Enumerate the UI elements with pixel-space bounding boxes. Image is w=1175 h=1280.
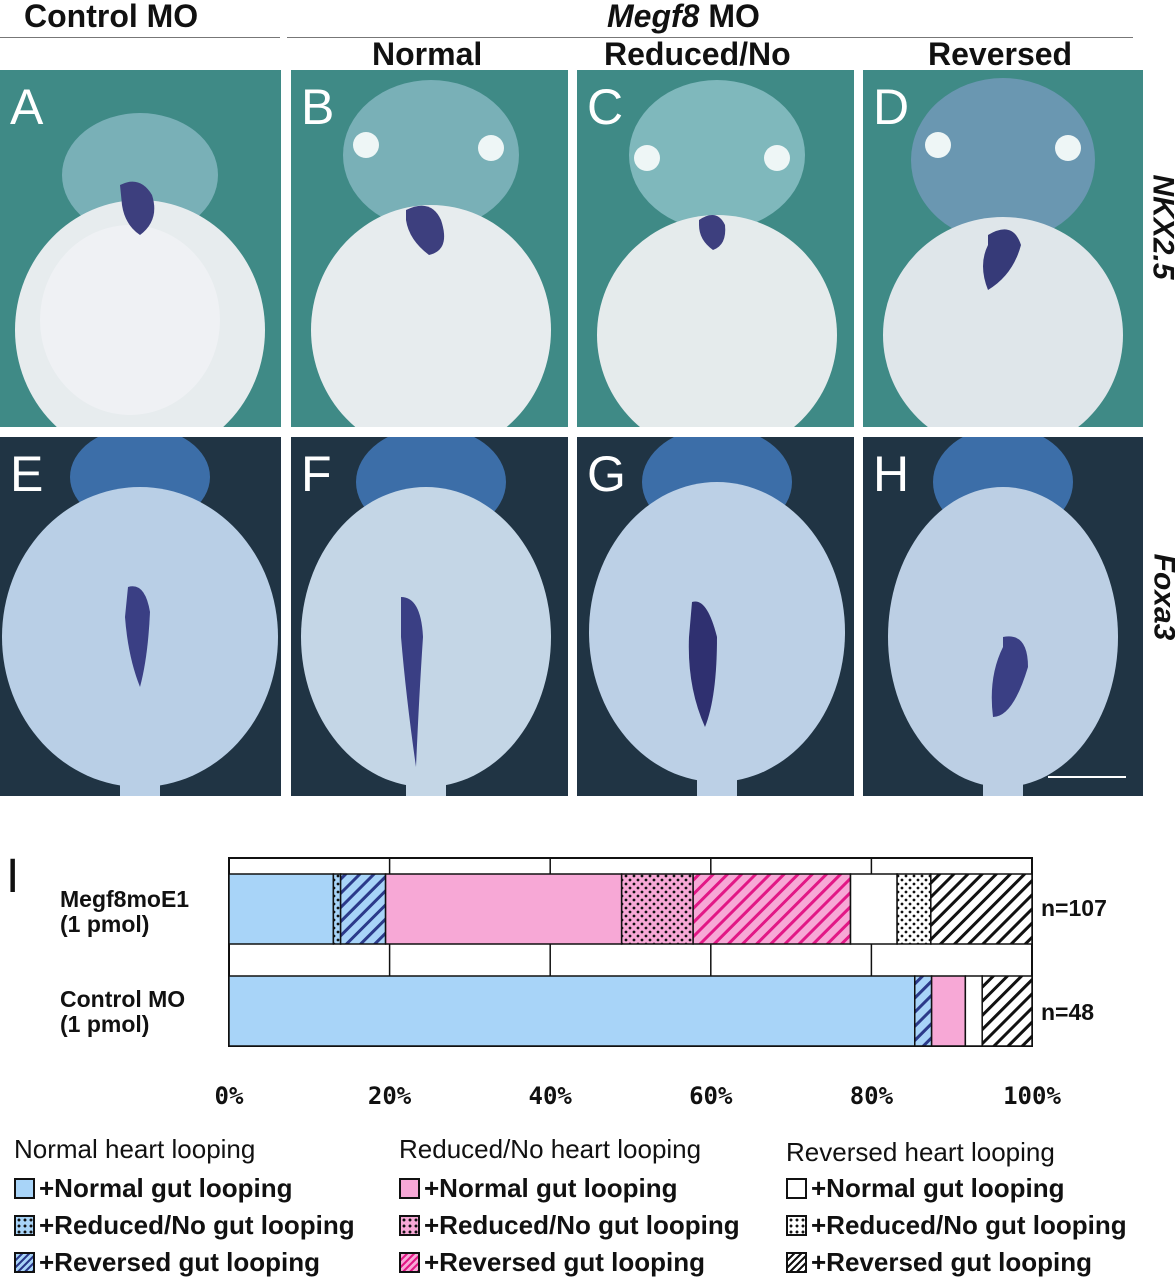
panel-a-embryo: A — [0, 70, 281, 427]
panel-label-h: H — [873, 446, 910, 502]
header-megf8-suffix: MO — [699, 0, 760, 34]
legend-item-label: +Reversed gut looping — [424, 1247, 705, 1277]
legend-item: +Reduced/No gut looping — [786, 1210, 1127, 1241]
legend-item-label: +Reversed gut looping — [39, 1247, 320, 1277]
embryo-image-d — [863, 70, 1143, 427]
header-megf8-gene: Megf8 — [607, 0, 700, 34]
legend-item-label: +Reversed gut looping — [811, 1247, 1092, 1277]
n-label-control: n=48 — [1041, 999, 1095, 1025]
panel-label-b: B — [301, 79, 335, 135]
legend-item: +Reduced/No gut looping — [399, 1210, 740, 1241]
bar-segment — [930, 873, 1033, 945]
bar-segment — [332, 873, 342, 945]
legend-item: +Reversed gut looping — [399, 1247, 705, 1278]
bar-segment — [339, 873, 387, 945]
panel-label-d: D — [873, 79, 910, 135]
legend-swatch — [786, 1215, 807, 1236]
header-reversed: Reversed — [928, 36, 1073, 72]
legend-swatch — [786, 1178, 807, 1199]
legend-item-label: +Reduced/No gut looping — [424, 1210, 740, 1240]
embryo-image-b — [291, 70, 568, 427]
legend-item-label: +Reduced/No gut looping — [39, 1210, 355, 1240]
x-tick-label: 0% — [215, 1082, 244, 1110]
legend-swatch — [14, 1252, 35, 1273]
bar-segment — [914, 975, 933, 1047]
chart-panel-label: I — [6, 850, 20, 903]
legend-item-label: +Reduced/No gut looping — [811, 1210, 1127, 1240]
x-tick-label: 60% — [689, 1082, 733, 1110]
gene-label-nkx25: NKX2.5 — [1146, 174, 1175, 280]
bar-segment — [620, 873, 694, 945]
x-tick-label: 80% — [850, 1082, 894, 1110]
legend-group-title: Reversed heart looping — [786, 1137, 1055, 1167]
panel-e-embryo: E — [0, 437, 281, 796]
legend-swatch — [14, 1215, 35, 1236]
legend-item: +Reversed gut looping — [14, 1247, 320, 1278]
panel-g-embryo: G — [577, 437, 854, 796]
legend-item: +Normal gut looping — [786, 1173, 1065, 1204]
legend-swatch — [399, 1252, 420, 1273]
panel-f-embryo: F — [291, 437, 568, 796]
category-label-control: Control MO (1 pmol) — [60, 987, 185, 1037]
panel-c-embryo: C — [577, 70, 854, 427]
category-label-control-line2: (1 pmol) — [60, 1011, 150, 1037]
stacked-bar-chart: 0% 20% 40% 60% 80% 100% — [215, 857, 1061, 1110]
bar-segment — [930, 975, 967, 1047]
legend-item: +Reversed gut looping — [786, 1247, 1092, 1278]
category-label-megf8-line2: (1 pmol) — [60, 911, 150, 937]
header-megf8-mo: Megf8 MO — [607, 0, 760, 32]
panel-label-f: F — [301, 446, 332, 502]
embryo-image-g — [577, 437, 854, 796]
legend-item: +Normal gut looping — [14, 1173, 293, 1204]
category-label-megf8-line1: Megf8moE1 — [60, 886, 190, 912]
bar-segment — [981, 975, 1033, 1047]
header-normal: Normal — [372, 36, 483, 72]
legend-group-title: Reduced/No heart looping — [399, 1134, 702, 1164]
x-tick-label: 20% — [368, 1082, 412, 1110]
legend-swatch — [399, 1215, 420, 1236]
header-megf8-rule — [287, 37, 1133, 38]
legend-group-title: Normal heart looping — [14, 1134, 256, 1164]
n-label-megf8: n=107 — [1041, 895, 1107, 921]
bar-segment — [849, 873, 898, 945]
bar-segment — [228, 873, 335, 945]
legend-swatch — [786, 1252, 807, 1273]
bar-segment — [228, 975, 916, 1047]
bar-segment — [692, 873, 852, 945]
legend-item-label: +Normal gut looping — [424, 1173, 678, 1203]
embryo-image-c — [577, 70, 854, 427]
panel-label-g: G — [587, 446, 626, 502]
header-control-rule — [0, 37, 280, 38]
legend-item: +Reduced/No gut looping — [14, 1210, 355, 1241]
embryo-image-a — [0, 70, 281, 427]
bar-segment — [964, 975, 983, 1047]
legend-swatch — [399, 1178, 420, 1199]
bar-segment — [384, 873, 623, 945]
x-tick-label: 40% — [529, 1082, 573, 1110]
embryo-image-e — [0, 437, 281, 796]
legend-swatch — [14, 1178, 35, 1199]
category-label-control-line1: Control MO — [60, 986, 186, 1012]
legend-item: +Normal gut looping — [399, 1173, 678, 1204]
header-control-mo: Control MO — [24, 0, 199, 34]
header-reduced: Reduced/No — [604, 36, 791, 72]
embryo-image-h — [863, 437, 1143, 796]
legend-item-label: +Normal gut looping — [811, 1173, 1065, 1203]
category-label-megf8: Megf8moE1 (1 pmol) — [60, 887, 189, 937]
panel-b-embryo: B — [291, 70, 568, 427]
bar-segment — [896, 873, 932, 945]
gene-label-foxa3: Foxa3 — [1147, 553, 1175, 641]
panel-h-embryo: H — [863, 437, 1143, 796]
panel-label-a: A — [10, 79, 44, 135]
panel-label-e: E — [10, 446, 44, 502]
panel-d-embryo: D — [863, 70, 1143, 427]
legend-item-label: +Normal gut looping — [39, 1173, 293, 1203]
x-tick-label: 100% — [1003, 1082, 1061, 1110]
embryo-image-f — [291, 437, 568, 796]
panel-label-c: C — [587, 79, 624, 135]
